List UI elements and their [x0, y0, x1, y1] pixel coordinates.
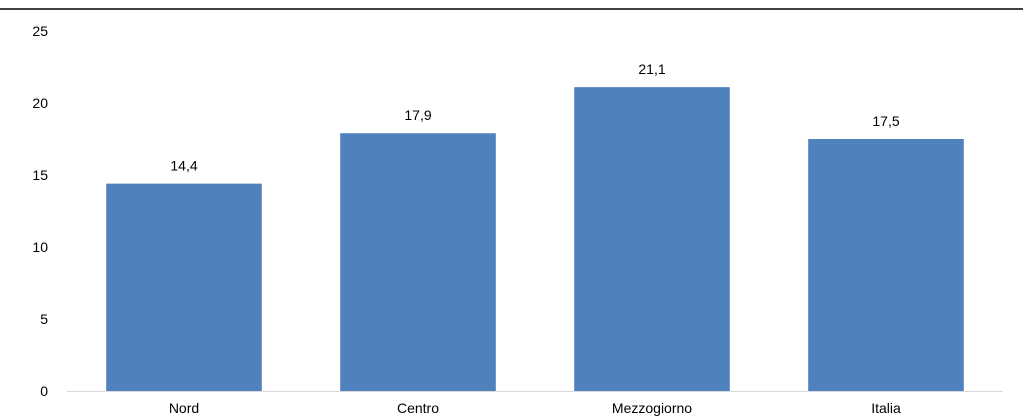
bar-centro [340, 133, 496, 392]
value-label: 21,1 [638, 61, 665, 77]
y-tick-label: 25 [32, 23, 48, 39]
y-tick-label: 5 [40, 311, 48, 327]
x-axis-ticks: Nord Centro Mezzogiorno Italia [169, 400, 901, 416]
y-tick-label: 15 [32, 167, 48, 183]
value-label: 17,9 [404, 107, 431, 123]
x-tick-label: Centro [397, 400, 439, 416]
y-axis-ticks: 0 5 10 15 20 25 [32, 23, 48, 399]
x-tick-label: Mezzogiorno [612, 400, 692, 416]
y-tick-label: 20 [32, 95, 48, 111]
bar-italia [808, 139, 964, 391]
bar-mezzogiorno [574, 87, 730, 391]
y-tick-label: 0 [40, 383, 48, 399]
bar-nord [106, 183, 262, 391]
value-label: 14,4 [170, 158, 197, 174]
x-tick-label: Italia [871, 400, 901, 416]
value-labels: 14,4 17,9 21,1 17,5 [170, 61, 899, 173]
x-tick-label: Nord [169, 400, 199, 416]
value-label: 17,5 [872, 113, 899, 129]
bars [106, 87, 964, 392]
y-tick-label: 10 [32, 239, 48, 255]
